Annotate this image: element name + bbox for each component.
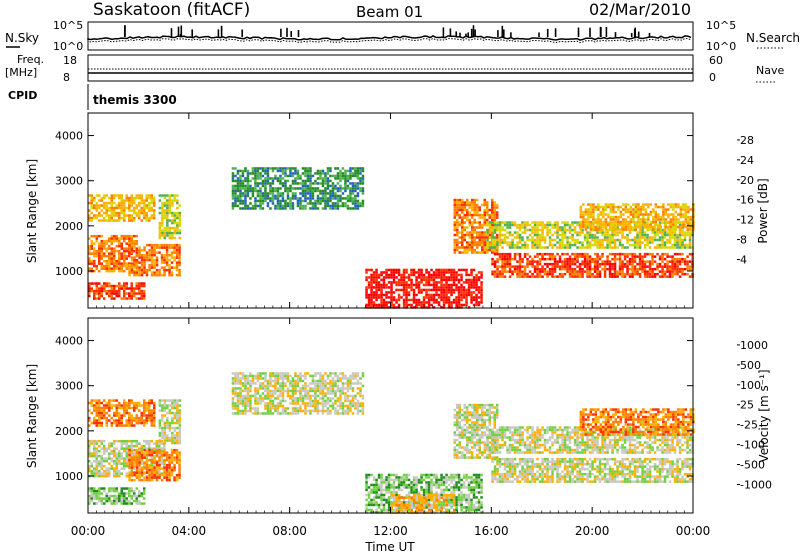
nsky-panel-frame bbox=[87, 21, 694, 51]
time-tick-label: 00:00 bbox=[71, 524, 106, 538]
velocity-region bbox=[88, 399, 156, 427]
power-ytick-label: 4000 bbox=[55, 130, 83, 143]
velocity-cbar-tick-label: 100 bbox=[740, 379, 761, 392]
velocity-cbar-tick-label: -25 bbox=[740, 419, 758, 432]
power-cbar-tick-label: 28 bbox=[740, 134, 754, 147]
power-ylabel: Slant Range [km] bbox=[25, 159, 39, 263]
velocity-ytick-label: 2000 bbox=[55, 425, 83, 438]
velocity-cbar-tick-label: 25 bbox=[740, 399, 754, 412]
power-ytick-label: 3000 bbox=[55, 175, 83, 188]
velocity-cbar-label: Velocity [m s⁻¹] bbox=[757, 369, 771, 462]
nave-label: Nave bbox=[756, 64, 784, 77]
power-region bbox=[158, 194, 182, 240]
nsearch-label: N.Search bbox=[746, 31, 800, 45]
power-region bbox=[88, 282, 146, 300]
time-tick-label: 08:00 bbox=[272, 524, 307, 538]
nsky-line bbox=[87, 35, 692, 41]
freq-label-line2: [MHz] bbox=[5, 66, 37, 79]
velocity-region bbox=[579, 408, 695, 436]
cpid-label: CPID bbox=[8, 89, 37, 102]
velocity-region bbox=[158, 399, 182, 445]
power-region bbox=[365, 268, 483, 309]
velocity-region bbox=[231, 372, 365, 415]
power-cbar-tick-label: 8 bbox=[740, 234, 747, 247]
time-tick-label: 16:00 bbox=[474, 524, 509, 538]
power-region bbox=[231, 167, 365, 210]
power-colorbar: 4 8 12 16 20 24 28 bbox=[737, 134, 754, 267]
nave-tick-bottom: 0 bbox=[709, 71, 716, 84]
nsearch-line bbox=[87, 37, 692, 44]
station-title: Saskatoon (fitACF) bbox=[93, 0, 250, 20]
velocity-ytick-label: 1000 bbox=[55, 470, 83, 483]
power-cbar-tick-label: 20 bbox=[740, 174, 754, 187]
velocity-ytick-label: 3000 bbox=[55, 380, 83, 393]
time-tick-label: 04:00 bbox=[172, 524, 207, 538]
velocity-heatmap bbox=[88, 372, 695, 514]
time-tick-label: 12:00 bbox=[373, 524, 408, 538]
freq-tick-top: 18 bbox=[63, 54, 77, 67]
nsearch-tick-bottom: 10^0 bbox=[706, 40, 736, 53]
velocity-ylabel: Slant Range [km] bbox=[25, 364, 39, 468]
freq-label-line1: Freq. bbox=[17, 53, 44, 66]
time-tick-label: 00:00 bbox=[676, 524, 711, 538]
cpid-value: themis 3300 bbox=[93, 93, 177, 107]
velocity-region bbox=[491, 457, 694, 483]
power-ytick-label: 2000 bbox=[55, 220, 83, 233]
power-region bbox=[88, 234, 138, 273]
nave-tick-top: 60 bbox=[709, 54, 723, 67]
nsky-trace bbox=[87, 25, 692, 44]
power-ytick-label: 1000 bbox=[55, 265, 83, 278]
power-region bbox=[128, 243, 181, 277]
power-region bbox=[88, 194, 156, 222]
time-axis-labels: 00:00 04:00 08:00 12:00 16:00 20:00 00:00 bbox=[71, 524, 711, 538]
velocity-cbar-tick-label: 1000 bbox=[740, 339, 768, 352]
power-region bbox=[491, 252, 694, 278]
power-cbar-tick-label: 4 bbox=[740, 254, 747, 267]
nsky-label: N.Sky bbox=[5, 31, 39, 45]
velocity-cbar-tick-label: -500 bbox=[740, 459, 765, 472]
velocity-colorbar: 1000 500 100 25 -25 -100 -500 -1000 bbox=[737, 339, 772, 491]
velocity-region bbox=[390, 494, 456, 514]
power-cbar-tick-label: 24 bbox=[740, 154, 754, 167]
power-cbar-label: Power [dB] bbox=[756, 178, 770, 243]
velocity-axes: 1000 2000 3000 4000 bbox=[55, 318, 694, 513]
nsky-tick-top: 10^5 bbox=[53, 19, 83, 32]
power-cbar-tick-label: 12 bbox=[740, 214, 754, 227]
power-cbar-tick-label: 16 bbox=[740, 194, 754, 207]
velocity-cbar-tick-label: 500 bbox=[740, 359, 761, 372]
time-tick-label: 20:00 bbox=[575, 524, 610, 538]
velocity-cbar-tick-label: -1000 bbox=[740, 478, 772, 491]
velocity-ytick-label: 4000 bbox=[55, 335, 83, 348]
nsearch-tick-top: 10^5 bbox=[706, 19, 736, 32]
beam-title: Beam 01 bbox=[356, 3, 423, 21]
time-axis-label: Time UT bbox=[364, 540, 415, 554]
nsky-tick-bottom: 10^0 bbox=[53, 40, 83, 53]
velocity-region bbox=[88, 487, 146, 505]
power-axes: 1000 2000 3000 4000 bbox=[55, 113, 694, 308]
freq-tick-bottom: 8 bbox=[63, 71, 70, 84]
freq-panel-frame bbox=[87, 54, 694, 82]
power-region bbox=[579, 203, 695, 231]
velocity-cbar-tick-label: -100 bbox=[740, 439, 765, 452]
power-heatmap bbox=[88, 167, 695, 309]
date-title: 02/Mar/2010 bbox=[589, 0, 691, 19]
velocity-region bbox=[128, 448, 181, 482]
